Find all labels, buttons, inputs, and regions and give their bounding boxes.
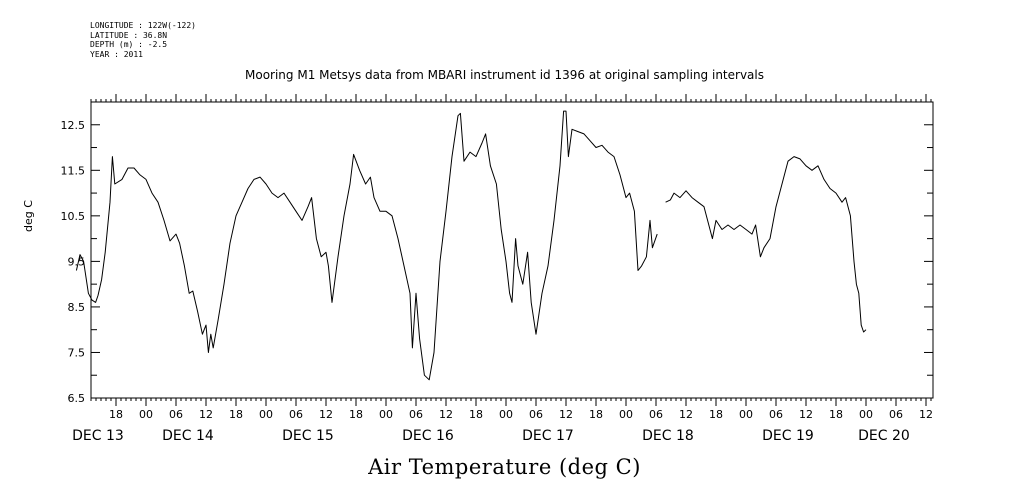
x-tick-label: 00 <box>139 408 153 421</box>
depth-text: DEPTH (m) : -2.5 <box>90 40 168 49</box>
x-tick-label: 12 <box>439 408 453 421</box>
x-tick-label: 12 <box>919 408 933 421</box>
y-tick-label: 12.5 <box>61 119 86 132</box>
x-day-label: DEC 20 <box>858 428 910 444</box>
longitude-text: LONGITUDE : 122W(-122) <box>90 21 196 30</box>
year-text: YEAR : 2011 <box>90 49 143 59</box>
y-axis-label: deg C <box>22 200 35 232</box>
x-day-label: DEC 16 <box>402 428 454 444</box>
series-line-segment <box>665 156 867 333</box>
x-tick-label: 12 <box>559 408 573 421</box>
y-tick-label: 9.5 <box>68 255 86 268</box>
x-tick-label: 00 <box>859 408 873 421</box>
x-day-label: DEC 15 <box>282 428 334 444</box>
x-day-label: DEC 13 <box>72 428 124 444</box>
chart-title: Mooring M1 Metsys data from MBARI instru… <box>245 68 764 82</box>
y-tick-label: 10.5 <box>61 210 86 223</box>
x-tick-label: 18 <box>469 408 483 421</box>
x-day-label: DEC 19 <box>762 428 814 444</box>
plot-frame <box>90 101 934 399</box>
x-tick-label: 00 <box>379 408 393 421</box>
x-tick-label: 18 <box>829 408 843 421</box>
x-tick-label: 00 <box>259 408 273 421</box>
x-tick-label: 18 <box>589 408 603 421</box>
x-tick-label: 06 <box>889 408 903 421</box>
x-tick-label: 00 <box>739 408 753 421</box>
x-tick-label: 00 <box>499 408 513 421</box>
x-day-label: DEC 14 <box>162 428 214 444</box>
x-tick-label: 06 <box>649 408 663 421</box>
x-tick-label: 06 <box>289 408 303 421</box>
x-day-label: DEC 18 <box>642 428 694 444</box>
y-tick-label: 11.5 <box>61 164 86 177</box>
series-line-segment <box>75 110 658 381</box>
x-tick-label: 12 <box>199 408 213 421</box>
latitude-text: LATITUDE : 36.8N <box>90 30 168 40</box>
x-day-label: DEC 17 <box>522 428 574 444</box>
x-tick-label: 06 <box>769 408 783 421</box>
x-tick-label: 06 <box>529 408 543 421</box>
x-tick-label: 12 <box>679 408 693 421</box>
y-tick-label: 8.5 <box>68 301 86 314</box>
metadata-block: LONGITUDE : 122W(-122) LATITUDE : 36.8N … <box>90 21 196 59</box>
x-tick-label: 18 <box>229 408 243 421</box>
y-tick-label: 7.5 <box>68 346 86 359</box>
x-tick-label: 12 <box>799 408 813 421</box>
x-tick-label: 18 <box>109 408 123 421</box>
x-tick-label: 00 <box>619 408 633 421</box>
x-tick-label: 18 <box>349 408 363 421</box>
x-tick-label: 18 <box>709 408 723 421</box>
x-axis-label: Air Temperature (deg C) <box>368 455 641 479</box>
x-tick-label: 12 <box>319 408 333 421</box>
x-tick-label: 06 <box>169 408 183 421</box>
y-tick-label: 6.5 <box>68 392 86 405</box>
x-tick-label: 06 <box>409 408 423 421</box>
